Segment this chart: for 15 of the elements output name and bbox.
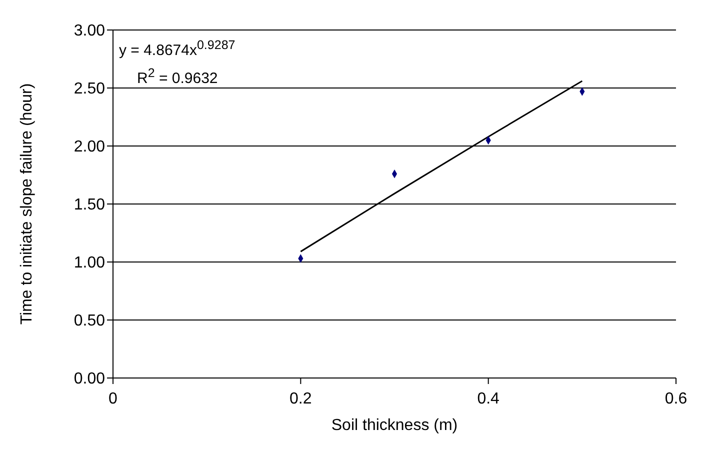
- y-tick-label: 2.00: [74, 138, 106, 156]
- annotation: y = 4.8674x$^{0.9287}$: [119, 37, 236, 61]
- annotation: R$^{2}$ = 0.9632: [136, 65, 219, 89]
- y-tick-label: 3.00: [74, 22, 106, 40]
- x-axis-title: Soil thickness (m): [331, 417, 458, 434]
- x-tick-label: 0.4: [477, 390, 500, 408]
- x-tick-label: 0.6: [664, 390, 688, 408]
- y-axis-title: Time to initiate slope failure (hour): [18, 83, 36, 325]
- y-tick-label: 1.00: [74, 254, 106, 272]
- y-tick-label: 2.50: [74, 80, 106, 98]
- y-tick-label: 0.50: [74, 312, 106, 330]
- y-tick-label: 0.00: [74, 370, 106, 388]
- x-tick-label: 0: [108, 390, 118, 408]
- x-tick-label: 0.2: [290, 390, 312, 408]
- y-tick-label: 1.50: [74, 196, 106, 214]
